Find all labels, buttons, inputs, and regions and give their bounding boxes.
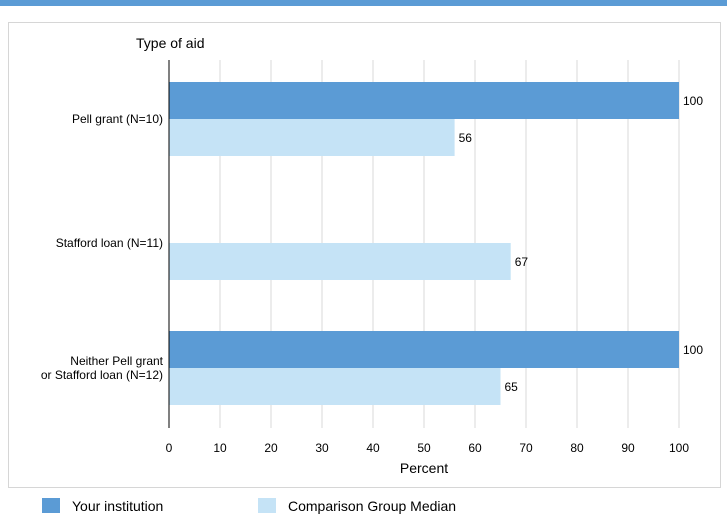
legend: Your institution Comparison Group Median xyxy=(0,488,727,517)
x-tick-label: 80 xyxy=(570,441,584,455)
x-tick-label: 50 xyxy=(417,441,431,455)
x-tick-label: 20 xyxy=(264,441,278,455)
x-tick-label: 30 xyxy=(315,441,329,455)
category-label: Pell grant (N=10) xyxy=(72,112,163,126)
x-tick-label: 40 xyxy=(366,441,380,455)
x-tick-label: 90 xyxy=(621,441,635,455)
x-tick-label: 10 xyxy=(213,441,227,455)
bar xyxy=(169,331,679,368)
bar xyxy=(169,119,455,156)
bar xyxy=(169,368,501,405)
data-label: 100 xyxy=(683,94,703,108)
top-accent-bar xyxy=(0,0,727,6)
category-label: Neither Pell grant xyxy=(70,354,163,368)
chart-title: Type of aid xyxy=(136,35,205,51)
x-axis-label: Percent xyxy=(400,460,448,476)
x-tick-label: 60 xyxy=(468,441,482,455)
data-label: 56 xyxy=(459,131,473,145)
x-tick-label: 70 xyxy=(519,441,533,455)
x-tick-label: 0 xyxy=(166,441,173,455)
bar xyxy=(169,243,511,280)
x-tick-label: 100 xyxy=(669,441,689,455)
legend-label-comparison-group-median: Comparison Group Median xyxy=(288,498,457,514)
legend-label-your-institution: Your institution xyxy=(72,498,164,514)
data-label: 65 xyxy=(505,380,519,394)
data-label: 100 xyxy=(683,343,703,357)
legend-swatch-comparison-group-median xyxy=(258,498,276,513)
category-label: or Stafford loan (N=12) xyxy=(41,368,163,382)
legend-swatch-your-institution xyxy=(42,498,60,513)
category-label: Stafford loan (N=11) xyxy=(56,236,163,250)
bar xyxy=(169,82,679,119)
data-label: 67 xyxy=(515,255,529,269)
